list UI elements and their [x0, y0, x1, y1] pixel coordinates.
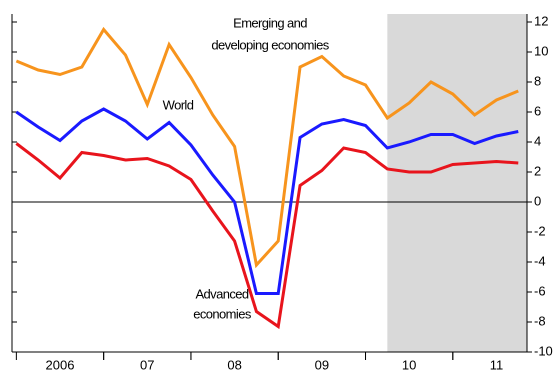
- x-tick-label: 10: [402, 357, 416, 372]
- x-tick-label: 07: [140, 357, 154, 372]
- x-tick-label: 2006: [46, 357, 75, 372]
- annotation: Emerging and: [233, 15, 307, 30]
- y-tick-label: -2: [534, 223, 546, 238]
- shaded-region: [387, 14, 527, 352]
- y-tick-label: -10: [534, 343, 553, 358]
- y-tick-label: 10: [534, 43, 548, 58]
- annotation: Advanced: [195, 286, 248, 301]
- y-tick-label: -8: [534, 313, 546, 328]
- y-tick-label: 8: [534, 73, 541, 88]
- x-tick-label: 09: [315, 357, 329, 372]
- x-tick-label: 08: [227, 357, 241, 372]
- y-tick-label: 0: [534, 193, 541, 208]
- series-line: [15, 142, 519, 330]
- series-line: [15, 26, 519, 269]
- y-tick-label: -4: [534, 253, 546, 268]
- y-tick-label: -6: [534, 283, 546, 298]
- y-tick-label: 12: [534, 13, 548, 28]
- annotation: developing economies: [211, 37, 329, 52]
- x-tick-label: 11: [490, 357, 504, 372]
- y-tick-label: 2: [534, 163, 541, 178]
- annotation: economies: [193, 306, 252, 321]
- y-tick-label: 6: [534, 103, 541, 118]
- annotation: World: [163, 97, 194, 112]
- y-tick-label: 4: [534, 133, 541, 148]
- series-line: [15, 107, 519, 295]
